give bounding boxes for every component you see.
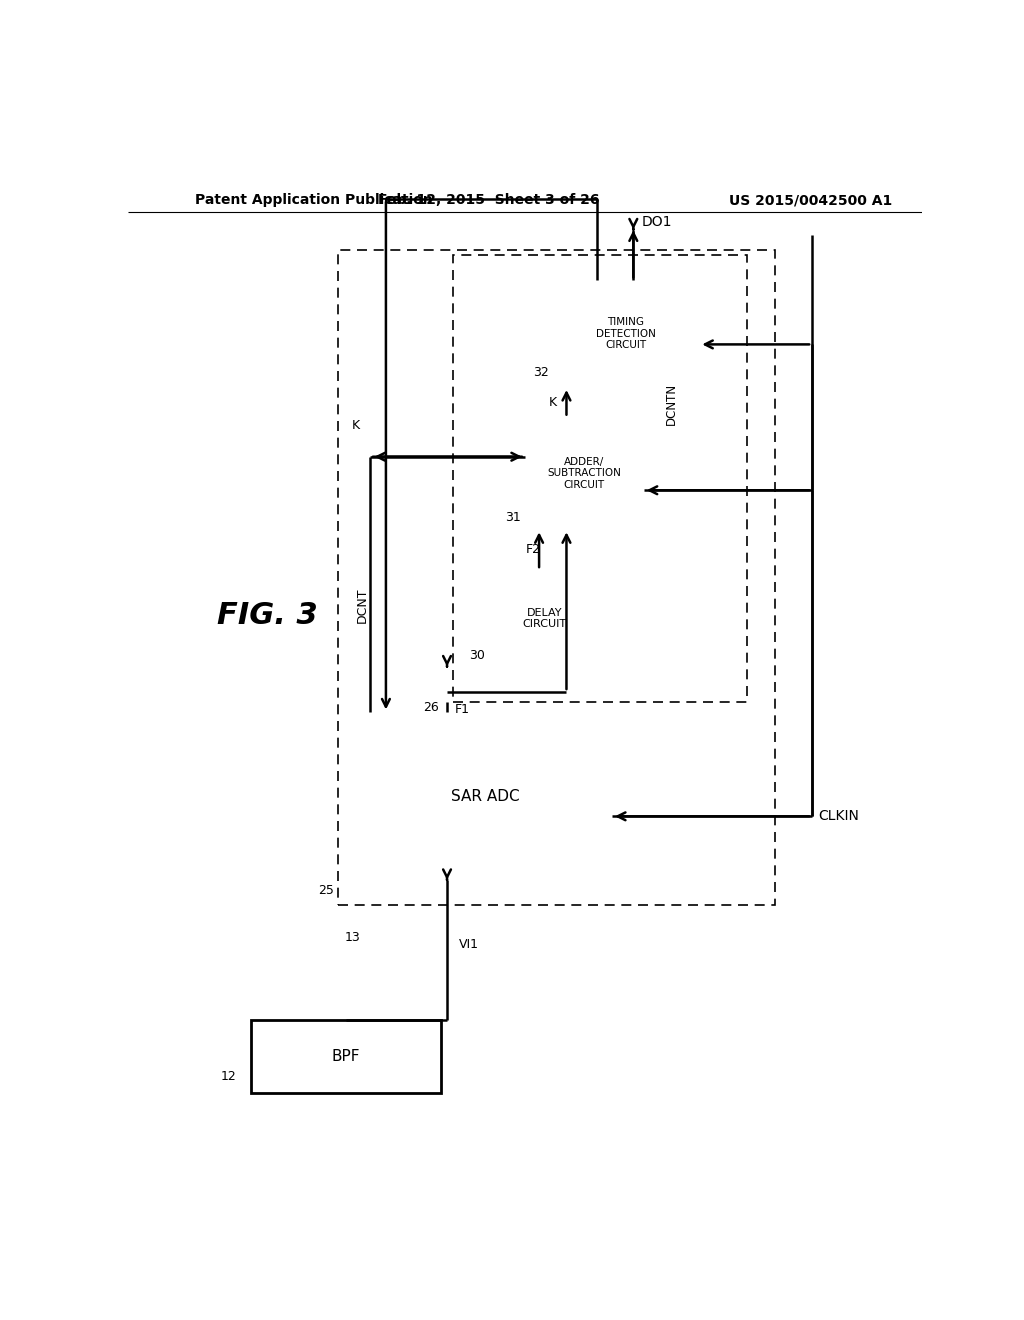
Text: SAR ADC: SAR ADC — [451, 788, 519, 804]
Bar — [454, 255, 748, 702]
Bar — [553, 280, 699, 387]
Text: DCNT: DCNT — [355, 587, 369, 623]
Bar — [489, 570, 600, 667]
Text: 30: 30 — [469, 648, 485, 661]
Text: 13: 13 — [345, 931, 360, 944]
Text: TIMING
DETECTION
CIRCUIT: TIMING DETECTION CIRCUIT — [596, 317, 656, 350]
Text: DO1: DO1 — [641, 215, 672, 230]
Text: DELAY
CIRCUIT: DELAY CIRCUIT — [522, 607, 566, 630]
Bar — [338, 249, 775, 906]
Text: DCNTN: DCNTN — [666, 383, 678, 425]
Text: F2: F2 — [525, 544, 541, 556]
Text: CLKIN: CLKIN — [818, 809, 859, 824]
Text: 26: 26 — [423, 701, 439, 714]
Text: Patent Application Publication: Patent Application Publication — [196, 193, 433, 207]
Text: 31: 31 — [505, 511, 521, 524]
Text: K: K — [549, 396, 557, 409]
Text: F1: F1 — [455, 702, 470, 715]
Bar — [524, 417, 644, 529]
Text: K: K — [351, 420, 359, 432]
Bar — [358, 713, 612, 880]
Text: VI1: VI1 — [459, 937, 479, 950]
Text: ADDER/
SUBTRACTION
CIRCUIT: ADDER/ SUBTRACTION CIRCUIT — [548, 457, 622, 490]
Bar — [251, 1020, 441, 1093]
Text: FIG. 3: FIG. 3 — [216, 602, 317, 630]
Text: US 2015/0042500 A1: US 2015/0042500 A1 — [729, 193, 892, 207]
Text: BPF: BPF — [332, 1049, 360, 1064]
Text: 12: 12 — [221, 1071, 237, 1084]
Text: 25: 25 — [318, 884, 334, 898]
Text: 32: 32 — [532, 366, 549, 379]
Text: Feb. 12, 2015  Sheet 3 of 26: Feb. 12, 2015 Sheet 3 of 26 — [378, 193, 600, 207]
